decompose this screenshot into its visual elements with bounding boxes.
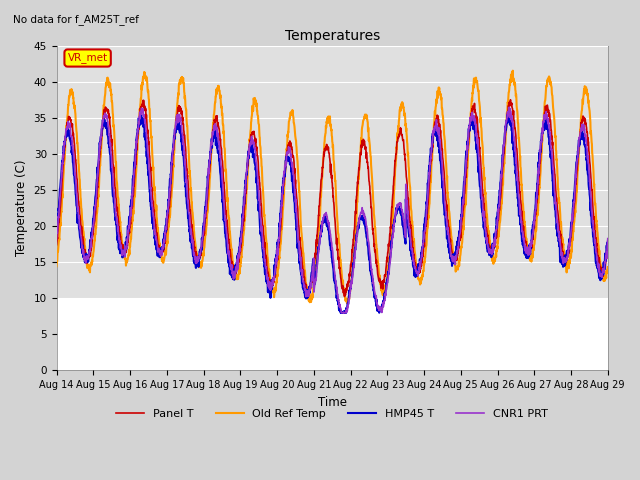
Y-axis label: Temperature (C): Temperature (C)	[15, 160, 28, 256]
Bar	[56, 46, 608, 299]
Text: No data for f_AM25T_ref: No data for f_AM25T_ref	[13, 14, 139, 25]
Title: Temperatures: Temperatures	[285, 29, 380, 43]
X-axis label: Time: Time	[317, 396, 347, 408]
Legend: Panel T, Old Ref Temp, HMP45 T, CNR1 PRT: Panel T, Old Ref Temp, HMP45 T, CNR1 PRT	[112, 404, 552, 423]
Text: VR_met: VR_met	[68, 52, 108, 63]
